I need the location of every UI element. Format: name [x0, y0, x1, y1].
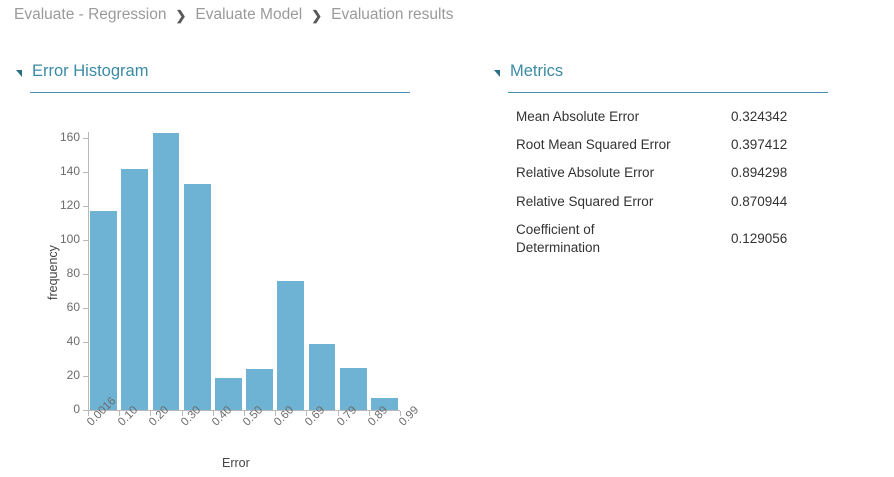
breadcrumb-item-0[interactable]: Evaluate - Regression [14, 6, 167, 23]
y-axis-tick-label: 20 [66, 368, 80, 382]
x-axis-tick [119, 411, 121, 416]
x-axis-tick [181, 411, 183, 416]
x-axis-tick [306, 411, 308, 416]
panel-title-metrics: Metrics [510, 62, 564, 80]
metric-value: 0.397412 [731, 137, 788, 153]
metric-name: Root Mean Squared Error [516, 137, 671, 153]
x-axis-tick [150, 411, 152, 416]
chevron-right-icon: ❯ [175, 7, 187, 23]
x-axis-tick-label: 0.79 [334, 404, 359, 429]
y-axis-tick-label: 160 [59, 130, 80, 144]
metric-name: Coefficient of Determination [516, 216, 731, 262]
x-axis-tick [212, 411, 214, 416]
x-axis-tick [400, 411, 401, 416]
histogram-bar[interactable] [121, 168, 149, 410]
y-axis-tick [83, 206, 88, 207]
y-axis-tick [83, 308, 88, 309]
metric-name: Mean Absolute Error [516, 109, 640, 124]
histogram-bar[interactable] [308, 343, 336, 410]
table-row: Relative Squared Error 0.870944 [516, 188, 816, 216]
histogram-bar[interactable] [183, 183, 211, 410]
histogram-bar[interactable] [277, 280, 305, 410]
y-axis-tick [83, 274, 88, 275]
x-axis-tick-label: 0.89 [365, 404, 391, 429]
x-axis-tick [275, 411, 277, 416]
collapse-triangle-icon[interactable] [16, 70, 22, 77]
x-axis-tick-label: 0.30 [178, 404, 203, 429]
panel-rule-metrics [508, 92, 828, 93]
breadcrumb-item-1[interactable]: Evaluate Model [195, 6, 303, 23]
x-axis-tick [337, 411, 339, 416]
y-axis-tick [83, 138, 88, 139]
y-axis-tick-label: 60 [66, 300, 80, 314]
metric-name-line1: Coefficient of [516, 221, 595, 237]
histogram-bar[interactable] [339, 367, 367, 410]
x-axis-line [88, 410, 400, 411]
table-row: Relative Absolute Error 0.894298 [516, 159, 816, 187]
metric-value: 0.870944 [731, 193, 788, 209]
metrics-table: Mean Absolute Error 0.324342 Root Mean S… [516, 103, 816, 262]
x-axis-title: Error [222, 456, 250, 470]
y-axis-tick [83, 172, 88, 173]
metric-value: 0.324342 [731, 109, 788, 124]
y-axis-line [88, 132, 89, 411]
metric-name: Relative Squared Error [516, 193, 654, 209]
collapse-triangle-icon[interactable] [494, 70, 500, 77]
y-axis-tick-label: 40 [66, 334, 80, 348]
y-axis-tick-label: 140 [59, 164, 80, 178]
panel-header-metrics[interactable]: Metrics [494, 62, 563, 81]
metric-value: 0.894298 [731, 165, 788, 181]
table-row: Root Mean Squared Error 0.397412 [516, 131, 816, 159]
breadcrumb-item-2[interactable]: Evaluation results [331, 6, 454, 23]
y-axis-tick [83, 240, 88, 241]
y-axis-tick-label: 80 [66, 266, 80, 280]
y-axis-tick [83, 376, 88, 377]
x-axis-tick-label: 0.99 [397, 404, 422, 429]
histogram-bar[interactable] [215, 377, 242, 410]
metrics-table-body: Mean Absolute Error 0.324342 Root Mean S… [516, 103, 816, 262]
metric-value: 0.129056 [731, 230, 788, 246]
metric-name: Relative Absolute Error [516, 165, 655, 181]
y-axis-tick-label: 120 [59, 198, 80, 212]
histogram-bar[interactable] [246, 369, 273, 410]
table-row: Coefficient of Determination 0.129056 [516, 216, 816, 262]
x-axis-tick [244, 411, 245, 416]
panel-rule-error-histogram [30, 92, 410, 93]
panel-header-error-histogram[interactable]: Error Histogram [16, 62, 148, 81]
histogram-bar[interactable] [371, 398, 398, 410]
metric-name-line2: Determination [516, 240, 601, 256]
x-axis-tick [368, 411, 370, 416]
x-axis-tick [88, 411, 89, 416]
chevron-right-icon: ❯ [311, 7, 323, 23]
y-axis-tick-label: 100 [59, 232, 80, 246]
breadcrumb: Evaluate - Regression ❯ Evaluate Model ❯… [14, 6, 454, 24]
y-axis-tick [83, 410, 88, 411]
histogram-bar[interactable] [90, 211, 117, 410]
histogram-bar[interactable] [152, 132, 180, 410]
x-axis-tick-label: 0.40 [209, 404, 235, 429]
y-axis-tick [83, 342, 88, 343]
y-axis-tick-label: 0 [73, 402, 80, 416]
table-row: Mean Absolute Error 0.324342 [516, 103, 816, 131]
panel-title-error-histogram: Error Histogram [32, 62, 149, 80]
